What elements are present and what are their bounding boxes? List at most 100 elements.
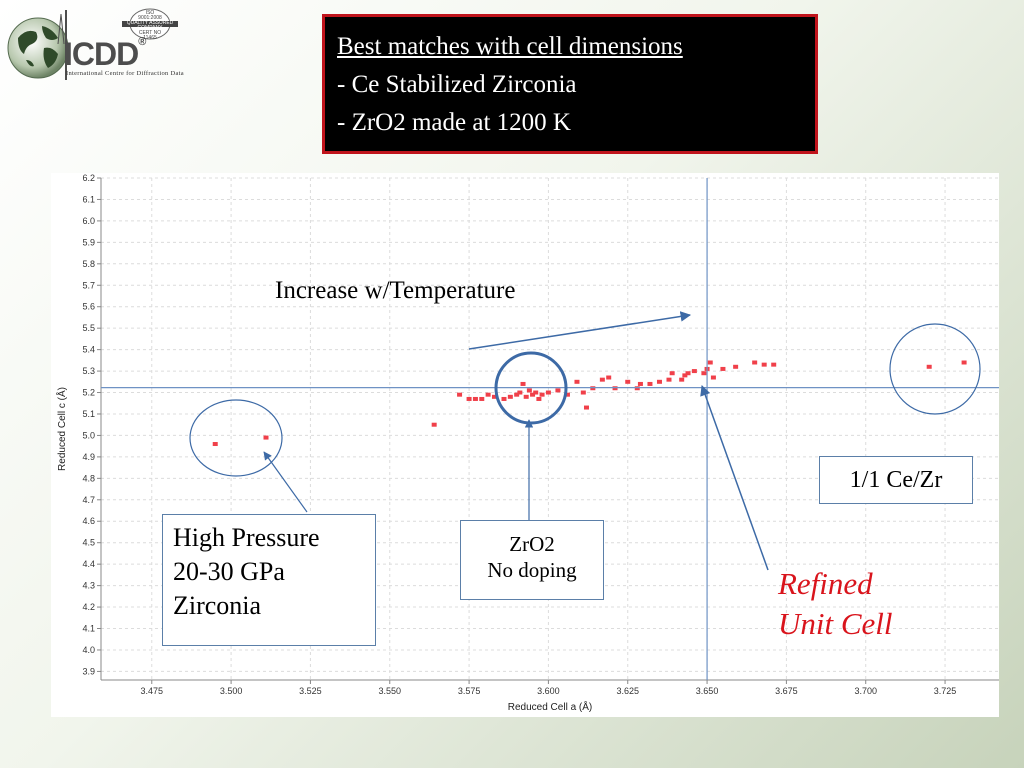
x-tick-label: 3.475 <box>141 686 164 696</box>
y-tick-label: 5.9 <box>82 237 95 247</box>
x-tick-label: 3.625 <box>616 686 639 696</box>
x-tick-label: 3.650 <box>696 686 719 696</box>
icdd-logo: ISO 9001:2008 QUALITY ASSURED COMPANY CE… <box>4 4 199 80</box>
data-point <box>517 390 523 395</box>
y-tick-label: 4.0 <box>82 645 95 655</box>
data-point <box>574 379 580 384</box>
logo-subtitle: International Centre for Diffraction Dat… <box>66 70 184 77</box>
data-point <box>555 388 561 393</box>
increase-temperature-label: Increase w/Temperature <box>275 277 516 304</box>
data-point <box>457 392 463 397</box>
y-tick-label: 5.3 <box>82 366 95 376</box>
data-point <box>647 381 653 386</box>
title-line-3: - ZrO2 made at 1200 K <box>337 109 571 136</box>
data-point <box>666 377 672 382</box>
ce-zr-box: 1/1 Ce/Zr <box>819 456 973 504</box>
data-point <box>520 381 526 386</box>
data-point <box>701 371 707 376</box>
high-pressure-box: High Pressure 20-30 GPa Zirconia <box>162 514 376 646</box>
x-axis-label: Reduced Cell a (Å) <box>508 700 592 713</box>
y-tick-label: 6.2 <box>82 173 95 183</box>
y-tick-label: 5.5 <box>82 323 95 333</box>
y-tick-label: 4.7 <box>82 495 95 505</box>
y-tick-label: 3.9 <box>82 666 95 676</box>
data-point <box>961 360 967 365</box>
data-point <box>466 396 472 401</box>
y-tick-label: 5.2 <box>82 388 95 398</box>
data-point <box>926 364 932 369</box>
y-tick-label: 6.1 <box>82 194 95 204</box>
y-tick-label: 5.4 <box>82 345 95 355</box>
data-point <box>431 422 437 427</box>
data-point <box>685 371 691 376</box>
data-point <box>545 390 551 395</box>
data-point <box>526 388 532 393</box>
zro2-line-1: ZrO2 <box>509 532 555 556</box>
iso-seal: ISO 9001:2008 QUALITY ASSURED COMPANY CE… <box>120 8 180 41</box>
data-point <box>637 381 643 386</box>
data-point <box>669 371 675 376</box>
data-point <box>523 394 529 399</box>
data-point <box>606 375 612 380</box>
y-axis-label: Reduced Cell c (Å) <box>55 387 68 471</box>
zro2-box: ZrO2 No doping <box>460 520 604 600</box>
hp-line-3: Zirconia <box>173 591 262 620</box>
data-point <box>656 379 662 384</box>
data-point <box>590 386 596 391</box>
hp-line-1: High Pressure <box>173 523 320 552</box>
refined-unit-cell-label: Refined Unit Cell <box>778 564 893 644</box>
data-point <box>212 442 218 447</box>
data-point <box>634 386 640 391</box>
zro2-line-2: No doping <box>487 558 577 582</box>
y-tick-label: 5.8 <box>82 259 95 269</box>
y-tick-label: 4.4 <box>82 559 95 569</box>
data-point <box>710 375 716 380</box>
data-point <box>501 396 507 401</box>
seal-text: ISO 9001:2008 QUALITY ASSURED COMPANY CE… <box>126 10 174 41</box>
data-point <box>679 377 685 382</box>
data-point <box>682 373 688 378</box>
y-tick-label: 5.0 <box>82 430 95 440</box>
title-line-2: - Ce Stabilized Zirconia <box>337 71 577 98</box>
data-point <box>599 377 605 382</box>
x-tick-label: 3.675 <box>775 686 798 696</box>
y-tick-label: 4.3 <box>82 581 95 591</box>
y-tick-label: 4.9 <box>82 452 95 462</box>
y-tick-label: 4.2 <box>82 602 95 612</box>
y-tick-label: 4.5 <box>82 538 95 548</box>
x-tick-label: 3.550 <box>378 686 401 696</box>
data-point <box>485 392 491 397</box>
data-point <box>752 360 758 365</box>
data-point <box>761 362 767 367</box>
refined-line-2: Unit Cell <box>778 606 893 641</box>
data-point <box>771 362 777 367</box>
title-line-1: Best matches with cell dimensions <box>337 33 683 60</box>
data-point <box>612 386 618 391</box>
data-point <box>691 369 697 374</box>
data-point <box>472 396 478 401</box>
x-tick-label: 3.600 <box>537 686 560 696</box>
hp-line-2: 20-30 GPa <box>173 557 285 586</box>
x-tick-label: 3.725 <box>934 686 957 696</box>
data-point <box>491 394 497 399</box>
logo-wordmark: ICDD® <box>64 36 146 72</box>
data-point <box>583 405 589 410</box>
data-point <box>720 366 726 371</box>
x-tick-label: 3.500 <box>220 686 243 696</box>
y-tick-label: 5.7 <box>82 280 95 290</box>
y-tick-label: 5.1 <box>82 409 95 419</box>
y-tick-label: 6.0 <box>82 216 95 226</box>
y-tick-label: 5.6 <box>82 302 95 312</box>
y-tick-label: 4.1 <box>82 624 95 634</box>
data-point <box>625 379 631 384</box>
data-point <box>263 435 269 440</box>
y-tick-label: 4.6 <box>82 516 95 526</box>
axes: 3.475 3.500 3.525 3.550 3.575 3.600 3.625 3.650… <box>82 173 999 696</box>
x-tick-label: 3.525 <box>299 686 322 696</box>
data-point <box>580 390 586 395</box>
title-box: Best matches with cell dimensions - Ce S… <box>322 14 818 154</box>
data-point <box>479 396 485 401</box>
x-tick-label: 3.575 <box>458 686 481 696</box>
refined-line-1: Refined <box>778 566 873 601</box>
y-tick-label: 4.8 <box>82 473 95 483</box>
